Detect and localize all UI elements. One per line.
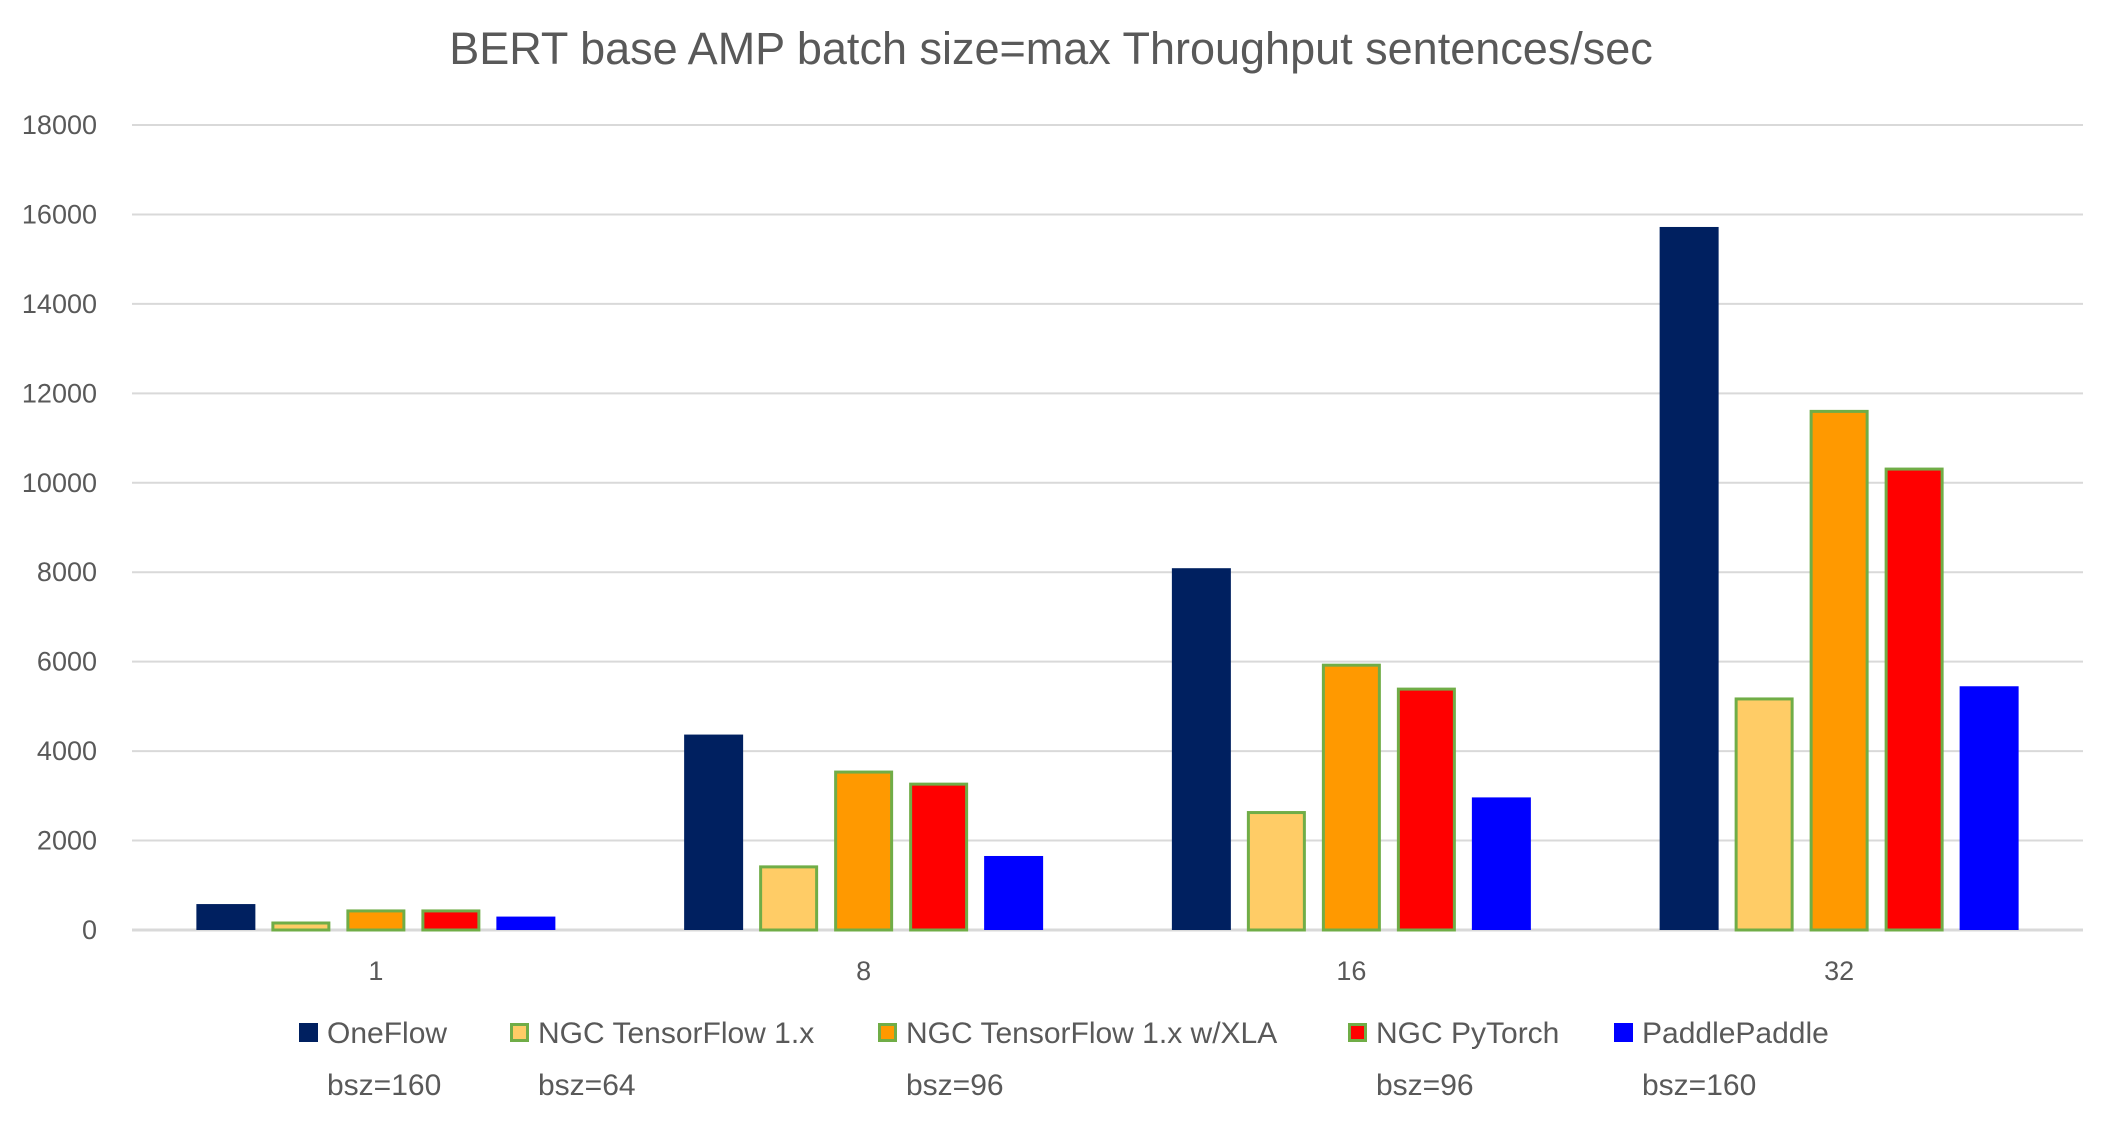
bar-ngc-pytorch-16 [1396, 687, 1456, 932]
x-tick-label: 32 [1824, 956, 1854, 986]
bar-ngc-tensorflow-1-x-8 [759, 865, 819, 932]
y-tick-label: 14000 [22, 289, 97, 319]
bar-oneflow-16 [1171, 568, 1231, 930]
bar-oneflow-1 [196, 904, 256, 930]
bar-oneflow-32 [1659, 226, 1719, 930]
bar-ngc-tensorflow-1-x-w-xla-8 [834, 770, 894, 932]
bar-ngc-tensorflow-1-x-w-xla-1 [346, 909, 406, 932]
legend-sublabel: bsz=64 [538, 1069, 636, 1102]
bar-ngc-tensorflow-1-x-w-xla-32 [1809, 409, 1869, 932]
y-tick-label: 0 [82, 915, 97, 945]
bar-paddlepaddle-8 [984, 855, 1044, 930]
legend-label: NGC PyTorch [1376, 1017, 1559, 1050]
y-tick-label: 18000 [22, 110, 97, 140]
legend-swatch [1348, 1023, 1367, 1042]
legend-swatch [510, 1023, 529, 1042]
legend-swatch [299, 1023, 318, 1042]
legend-label: NGC TensorFlow 1.x [538, 1017, 814, 1050]
y-axis-ticks: 0 2000 4000 6000 8000 10000 12000 14000 16000 180… [22, 110, 97, 945]
bar-oneflow-8 [684, 734, 744, 930]
bar-ngc-tensorflow-1-x-w-xla-16 [1321, 663, 1381, 932]
chart-title: BERT base AMP batch size=max Throughput … [449, 23, 1653, 74]
legend-item: OneFlow bsz=160 [299, 1017, 447, 1102]
y-tick-label: 12000 [22, 378, 97, 408]
y-tick-label: 16000 [22, 199, 97, 229]
legend-label: NGC TensorFlow 1.x w/XLA [906, 1017, 1277, 1050]
x-tick-label: 1 [368, 956, 383, 986]
bar-ngc-tensorflow-1-x-16 [1246, 811, 1306, 932]
bar-ngc-pytorch-8 [909, 782, 969, 932]
legend-swatch [1614, 1023, 1633, 1042]
legend-sublabel: bsz=96 [1376, 1069, 1474, 1102]
legend-sublabel: bsz=160 [1642, 1069, 1756, 1102]
bar-ngc-tensorflow-1-x-32 [1734, 697, 1794, 932]
legend-label: PaddlePaddle [1642, 1017, 1829, 1050]
legend-sublabel: bsz=96 [906, 1069, 1004, 1102]
y-tick-label: 10000 [22, 468, 97, 498]
legend-item: PaddlePaddle bsz=160 [1614, 1017, 1829, 1102]
legend-item: NGC TensorFlow 1.x bsz=64 [510, 1017, 814, 1102]
y-tick-label: 4000 [37, 736, 97, 766]
y-tick-label: 8000 [37, 557, 97, 587]
bar-paddlepaddle-32 [1959, 686, 2019, 930]
gridlines [132, 124, 2083, 932]
legend-item: NGC TensorFlow 1.x w/XLA bsz=96 [878, 1017, 1277, 1102]
legend-item: NGC PyTorch bsz=96 [1348, 1017, 1559, 1102]
legend-swatch [878, 1023, 897, 1042]
x-tick-label: 8 [856, 956, 871, 986]
legend-label: OneFlow [327, 1017, 447, 1050]
bars [196, 226, 2019, 932]
bar-ngc-pytorch-32 [1884, 467, 1944, 932]
x-tick-label: 16 [1336, 956, 1366, 986]
y-tick-label: 6000 [37, 647, 97, 677]
legend-sublabel: bsz=160 [327, 1069, 441, 1102]
x-axis-ticks: 1 8 16 32 [368, 956, 1854, 986]
bar-paddlepaddle-1 [496, 916, 556, 930]
bar-ngc-tensorflow-1-x-1 [271, 921, 331, 932]
bar-ngc-pytorch-1 [421, 909, 481, 932]
y-tick-label: 2000 [37, 826, 97, 856]
bar-paddlepaddle-16 [1471, 797, 1531, 930]
